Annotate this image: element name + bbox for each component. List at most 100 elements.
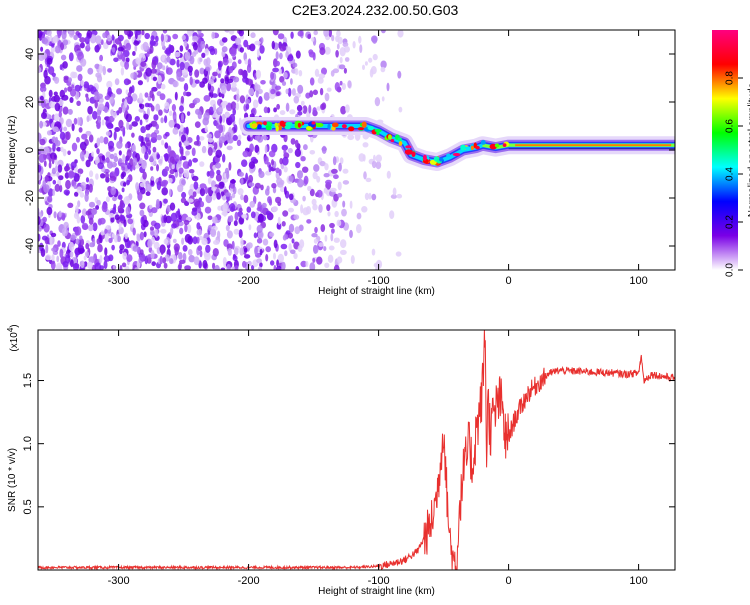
speckle-mark xyxy=(283,166,288,173)
speckle-mark xyxy=(58,175,64,181)
speckle-mark xyxy=(293,252,298,260)
speckle-mark xyxy=(57,30,62,39)
speckle-mark xyxy=(275,60,280,67)
speckle-mark xyxy=(54,183,60,192)
speckle-mark xyxy=(311,37,315,42)
speckle-mark xyxy=(95,35,102,45)
colorbar-tick-label: 0.2 xyxy=(725,215,736,229)
speckle-mark xyxy=(131,121,138,127)
speckle-mark xyxy=(259,262,263,268)
speckle-mark xyxy=(43,184,50,193)
speckle-mark xyxy=(193,141,200,146)
speckle-mark xyxy=(318,73,326,79)
speckle-mark xyxy=(38,233,41,242)
speckle-mark xyxy=(192,191,197,198)
speckle-mark xyxy=(305,206,312,215)
speckle-mark xyxy=(240,177,244,186)
speckle-mark xyxy=(398,106,403,113)
speckle-mark xyxy=(229,203,236,212)
speckle-mark xyxy=(108,237,113,244)
colorbar-tick-label: 0.4 xyxy=(725,167,736,181)
speckle-mark xyxy=(198,197,202,203)
speckle-mark xyxy=(110,186,116,196)
speckle-mark xyxy=(188,249,193,256)
speckle-mark xyxy=(163,262,168,269)
speckle-mark xyxy=(125,57,130,63)
speckle-mark xyxy=(77,168,84,175)
speckle-mark xyxy=(181,134,186,143)
speckle-mark xyxy=(206,171,211,177)
speckle-mark xyxy=(145,67,152,77)
speckle-mark xyxy=(199,57,203,62)
speckle-mark xyxy=(324,46,331,55)
speckle-mark xyxy=(248,174,254,183)
snr-x-tick-label: -200 xyxy=(238,575,260,587)
speckle-mark xyxy=(215,162,221,169)
speckle-mark xyxy=(131,144,136,153)
speckle-mark xyxy=(293,214,300,220)
speckle-mark xyxy=(305,260,309,268)
speckle-mark xyxy=(285,88,289,95)
speckle-mark xyxy=(62,261,69,268)
speckle-mark xyxy=(144,32,150,40)
speckle-mark xyxy=(163,214,167,224)
speckle-mark xyxy=(79,192,85,198)
speckle-mark xyxy=(218,136,226,144)
speckle-mark xyxy=(254,40,261,46)
spectrogram-x-tick-label: -300 xyxy=(108,275,130,287)
speckle-mark xyxy=(144,92,149,98)
speckle-mark xyxy=(337,192,343,198)
speckle-mark xyxy=(145,133,152,138)
speckle-mark xyxy=(43,223,50,233)
speckle-mark xyxy=(221,113,226,123)
speckle-mark xyxy=(284,250,288,257)
speckle-mark xyxy=(68,241,75,252)
speckle-mark xyxy=(300,100,305,106)
speckle-mark xyxy=(58,111,62,118)
speckle-mark xyxy=(111,244,115,251)
spectrogram-y-tick-label: -40 xyxy=(24,238,36,254)
speckle-mark xyxy=(270,88,276,95)
speckle-mark xyxy=(64,87,68,93)
speckle-mark xyxy=(95,173,99,180)
speckle-mark xyxy=(270,260,275,266)
speckle-mark xyxy=(116,140,123,149)
speckle-mark xyxy=(124,61,129,70)
speckle-mark xyxy=(276,103,280,110)
speckle-mark xyxy=(63,75,69,81)
speckle-mark xyxy=(132,51,136,56)
speckle-mark xyxy=(44,174,50,184)
speckle-mark xyxy=(96,137,101,147)
speckle-mark xyxy=(333,237,340,243)
speckle-mark xyxy=(125,42,132,51)
speckle-mark xyxy=(279,52,283,60)
speckle-mark xyxy=(282,234,287,241)
speckle-mark xyxy=(51,254,55,262)
speckle-mark xyxy=(70,259,74,268)
speckle-mark xyxy=(151,176,155,181)
speckle-mark xyxy=(169,202,176,211)
speckle-mark xyxy=(111,34,115,41)
speckle-mark xyxy=(283,72,288,79)
speckle-mark xyxy=(192,35,199,42)
speckle-mark xyxy=(209,169,215,179)
speckle-mark xyxy=(138,52,146,60)
speckle-mark xyxy=(293,96,300,104)
speckle-mark xyxy=(205,66,210,72)
speckle-mark xyxy=(69,97,74,103)
speckle-mark xyxy=(80,260,85,269)
speckle-mark xyxy=(69,251,74,258)
speckle-mark xyxy=(121,187,125,193)
speckle-mark xyxy=(50,232,57,238)
speckle-mark xyxy=(120,172,125,180)
speckle-mark xyxy=(323,187,328,194)
speckle-mark xyxy=(373,262,381,268)
speckle-mark xyxy=(181,34,186,41)
speckle-mark xyxy=(171,164,175,170)
speckle-mark xyxy=(119,244,125,251)
speckle-mark xyxy=(311,233,318,238)
speckle-mark xyxy=(313,238,318,244)
speckle-mark xyxy=(347,134,355,141)
speckle-mark xyxy=(198,260,202,269)
